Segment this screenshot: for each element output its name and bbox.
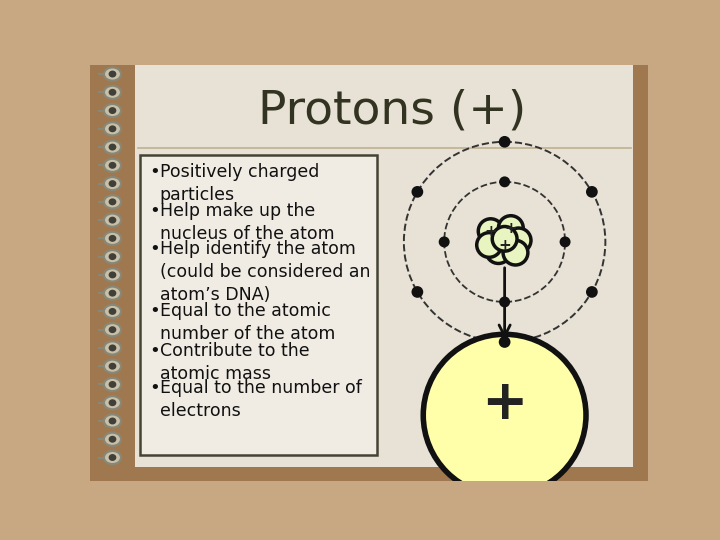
Ellipse shape: [104, 396, 121, 409]
Text: •: •: [149, 302, 160, 320]
Circle shape: [478, 219, 503, 244]
Ellipse shape: [109, 125, 117, 132]
Ellipse shape: [109, 107, 117, 114]
Circle shape: [439, 237, 449, 247]
Circle shape: [413, 187, 423, 197]
Text: •: •: [149, 240, 160, 258]
Text: •: •: [149, 342, 160, 360]
Bar: [90, 65, 135, 481]
Ellipse shape: [109, 272, 117, 278]
Circle shape: [413, 287, 423, 297]
Ellipse shape: [104, 323, 121, 336]
Ellipse shape: [109, 217, 117, 224]
Circle shape: [500, 298, 509, 307]
Text: Help make up the
nucleus of the atom: Help make up the nucleus of the atom: [160, 202, 334, 243]
Ellipse shape: [104, 414, 121, 428]
Ellipse shape: [104, 140, 121, 153]
Ellipse shape: [104, 341, 121, 354]
Text: Positively charged
particles: Positively charged particles: [160, 164, 319, 204]
Ellipse shape: [109, 345, 117, 352]
Circle shape: [477, 233, 502, 257]
Text: Equal to the number of
electrons: Equal to the number of electrons: [160, 379, 361, 420]
Circle shape: [423, 334, 586, 496]
Ellipse shape: [104, 360, 121, 373]
Circle shape: [560, 237, 570, 247]
Text: Help identify the atom
(could be considered an
atom’s DNA): Help identify the atom (could be conside…: [160, 240, 370, 304]
Ellipse shape: [109, 235, 117, 242]
Circle shape: [492, 226, 517, 251]
Ellipse shape: [109, 436, 117, 443]
Ellipse shape: [109, 180, 117, 187]
Ellipse shape: [104, 232, 121, 245]
Ellipse shape: [109, 289, 117, 296]
Ellipse shape: [104, 195, 121, 208]
Ellipse shape: [104, 268, 121, 281]
Text: Protons (+): Protons (+): [258, 89, 526, 133]
Circle shape: [486, 239, 510, 264]
Ellipse shape: [109, 308, 117, 315]
Ellipse shape: [109, 454, 117, 461]
Ellipse shape: [104, 451, 121, 464]
Text: Contribute to the
atomic mass: Contribute to the atomic mass: [160, 342, 310, 383]
Ellipse shape: [104, 433, 121, 446]
Ellipse shape: [109, 381, 117, 388]
Ellipse shape: [109, 399, 117, 406]
Ellipse shape: [109, 198, 117, 205]
Ellipse shape: [109, 71, 117, 78]
Ellipse shape: [104, 86, 121, 99]
Ellipse shape: [109, 326, 117, 333]
Ellipse shape: [109, 144, 117, 151]
Ellipse shape: [104, 287, 121, 300]
Ellipse shape: [104, 305, 121, 318]
Text: Equal to the atomic
number of the atom: Equal to the atomic number of the atom: [160, 302, 335, 343]
Bar: [90, 467, 648, 481]
Text: +: +: [485, 225, 497, 239]
Circle shape: [503, 240, 528, 265]
Text: +: +: [498, 238, 511, 253]
Circle shape: [500, 177, 509, 186]
Circle shape: [498, 215, 523, 240]
Bar: [632, 65, 648, 481]
Bar: [135, 65, 632, 467]
Text: •: •: [149, 379, 160, 397]
Ellipse shape: [104, 104, 121, 117]
Ellipse shape: [104, 250, 121, 263]
Ellipse shape: [109, 363, 117, 370]
Circle shape: [506, 228, 531, 253]
Text: +: +: [482, 376, 528, 430]
Ellipse shape: [109, 253, 117, 260]
Ellipse shape: [104, 68, 121, 80]
Circle shape: [587, 187, 597, 197]
Ellipse shape: [104, 177, 121, 190]
Circle shape: [500, 137, 510, 147]
FancyBboxPatch shape: [140, 155, 377, 455]
Ellipse shape: [104, 122, 121, 136]
Ellipse shape: [109, 417, 117, 424]
Text: •: •: [149, 164, 160, 181]
Ellipse shape: [109, 162, 117, 169]
Circle shape: [500, 337, 510, 347]
Ellipse shape: [104, 378, 121, 391]
Text: +: +: [505, 221, 517, 237]
Circle shape: [587, 287, 597, 297]
Ellipse shape: [109, 89, 117, 96]
Ellipse shape: [104, 159, 121, 172]
Text: •: •: [149, 202, 160, 220]
Ellipse shape: [104, 214, 121, 227]
